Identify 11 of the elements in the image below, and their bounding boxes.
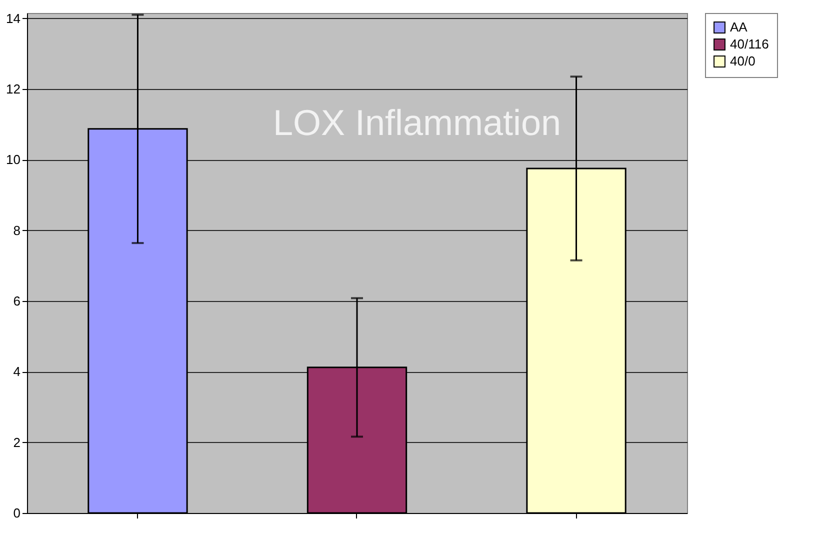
y-tick-label: 8 [13, 222, 20, 238]
y-tick-label: 12 [6, 81, 20, 96]
y-tick-label: 14 [6, 10, 20, 26]
y-tick-label: 4 [13, 364, 20, 380]
y-tick-label: 6 [13, 293, 20, 308]
y-tick-label: 0 [13, 506, 20, 520]
legend-label: 40/116 [730, 36, 769, 52]
legend-label: AA [730, 20, 748, 34]
legend-label: 40/0 [730, 54, 756, 68]
y-tick-label: 2 [13, 434, 20, 450]
y-tick-label: 10 [6, 152, 20, 168]
